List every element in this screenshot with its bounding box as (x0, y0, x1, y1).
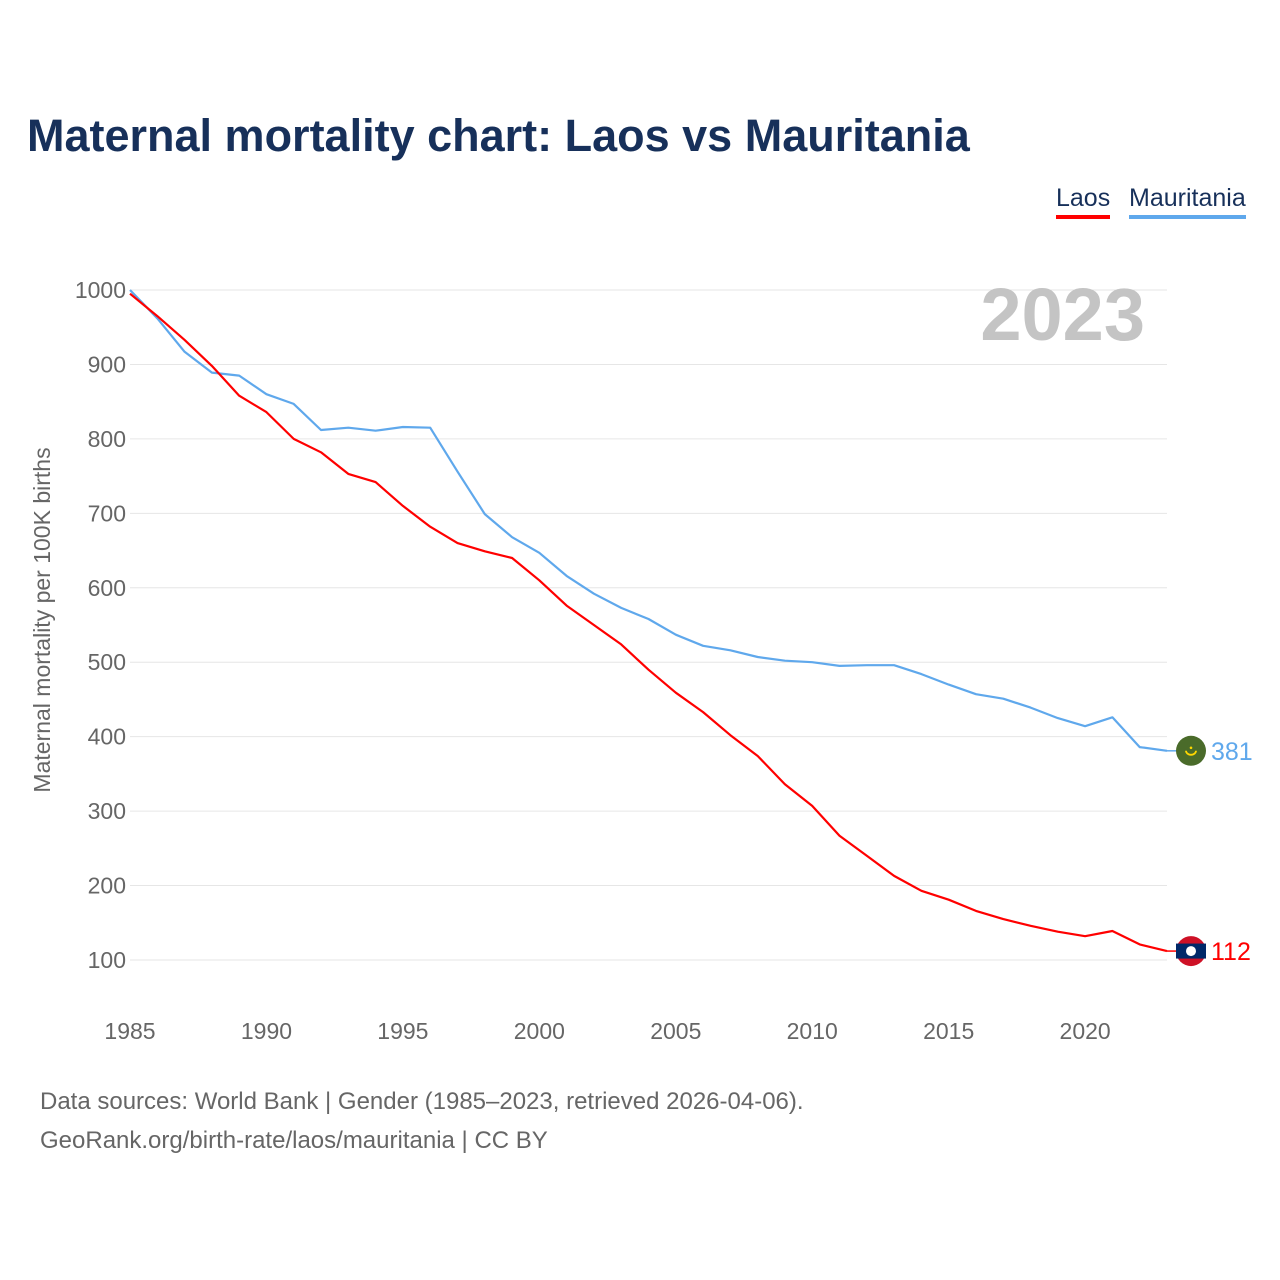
mauritania-star (1189, 746, 1193, 750)
mauritania-crescent (1185, 750, 1197, 756)
y-tick-label: 100 (88, 947, 126, 973)
footer-link[interactable]: GeoRank.org/birth-rate/laos/mauritania |… (40, 1127, 548, 1154)
y-tick-label: 1000 (75, 277, 126, 303)
x-tick-label: 1995 (377, 1018, 428, 1044)
y-tick-label: 600 (88, 575, 126, 601)
y-tick-label: 500 (88, 649, 126, 675)
x-tick-label: 2000 (514, 1018, 565, 1044)
end-value-label-laos: 112 (1211, 938, 1251, 966)
x-tick-label: 1985 (104, 1018, 155, 1044)
legend-mauritania[interactable]: Mauritania (1129, 184, 1246, 219)
mauritania-flag-icon (1176, 735, 1206, 766)
y-tick-label: 900 (88, 351, 126, 377)
y-tick-label: 800 (88, 426, 126, 452)
series-line-laos (129, 292, 1168, 953)
x-tick-label: 2010 (787, 1018, 838, 1044)
x-tick-label: 2005 (650, 1018, 701, 1044)
x-tick-label: 2015 (923, 1018, 974, 1044)
y-tick-label: 700 (88, 500, 126, 526)
y-tick-label: 200 (88, 873, 126, 899)
year-label: 2023 (980, 273, 1145, 356)
chart-title: Maternal mortality chart: Laos vs Maurit… (27, 110, 970, 161)
x-tick-label: 1990 (241, 1018, 292, 1044)
y-tick-label: 300 (88, 798, 126, 824)
legend-laos[interactable]: Laos (1056, 184, 1111, 219)
footer-sources: Data sources: World Bank | Gender (1985–… (40, 1088, 804, 1115)
end-value-label-mauritania: 381 (1211, 738, 1253, 766)
series-line-mauritania (129, 289, 1168, 752)
y-tick-label: 400 (88, 724, 126, 750)
y-axis-label: Maternal mortality per 100K births (29, 447, 55, 792)
x-tick-label: 2020 (1060, 1018, 1111, 1044)
laos-flag-disc (1186, 946, 1196, 957)
